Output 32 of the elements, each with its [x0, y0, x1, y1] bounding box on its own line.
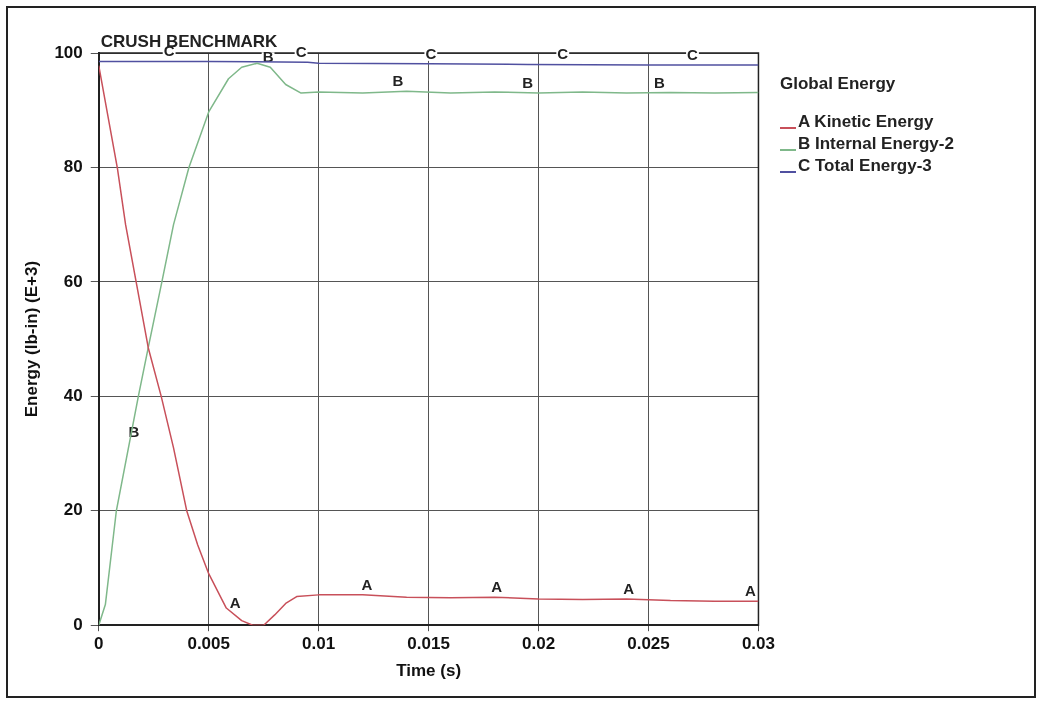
annotation: B: [392, 71, 404, 89]
y-tick-label: 80: [63, 157, 83, 177]
annotation: B: [262, 47, 274, 65]
annotation: C: [425, 44, 437, 62]
annotation: A: [361, 575, 373, 593]
y-tick-label: 0: [73, 614, 83, 634]
annotation: A: [623, 579, 635, 597]
annotation: C: [557, 45, 569, 63]
x-tick-label: 0.025: [627, 634, 670, 654]
y-axis-title: Energy (lb-in) (E+3): [21, 260, 41, 418]
legend-label: B Internal Energy-2: [798, 134, 954, 154]
x-tick-label: 0.03: [741, 634, 775, 654]
legend-label: A Kinetic Energy: [798, 112, 934, 132]
x-tick-label: 0.005: [187, 634, 230, 654]
annotation: A: [491, 577, 503, 595]
annotation: A: [745, 581, 757, 599]
annotation: A: [229, 594, 241, 612]
annotation: C: [295, 42, 307, 60]
y-tick-label: 60: [63, 271, 83, 291]
x-tick-label: 0: [94, 634, 104, 654]
x-axis-title: Time (s): [396, 661, 462, 681]
legend-title: Global Energy: [780, 74, 897, 94]
y-tick-label: 100: [54, 42, 83, 62]
x-tick-label: 0.015: [407, 634, 450, 654]
y-tick-label: 40: [63, 386, 83, 406]
x-tick-label: 0.01: [302, 634, 336, 654]
legend-label: C Total Energy-3: [798, 156, 932, 176]
annotation: B: [654, 73, 666, 91]
y-tick-label: 20: [63, 500, 83, 520]
annotation: C: [687, 45, 699, 63]
annotation: B: [522, 73, 534, 91]
x-tick-label: 0.02: [522, 634, 556, 654]
